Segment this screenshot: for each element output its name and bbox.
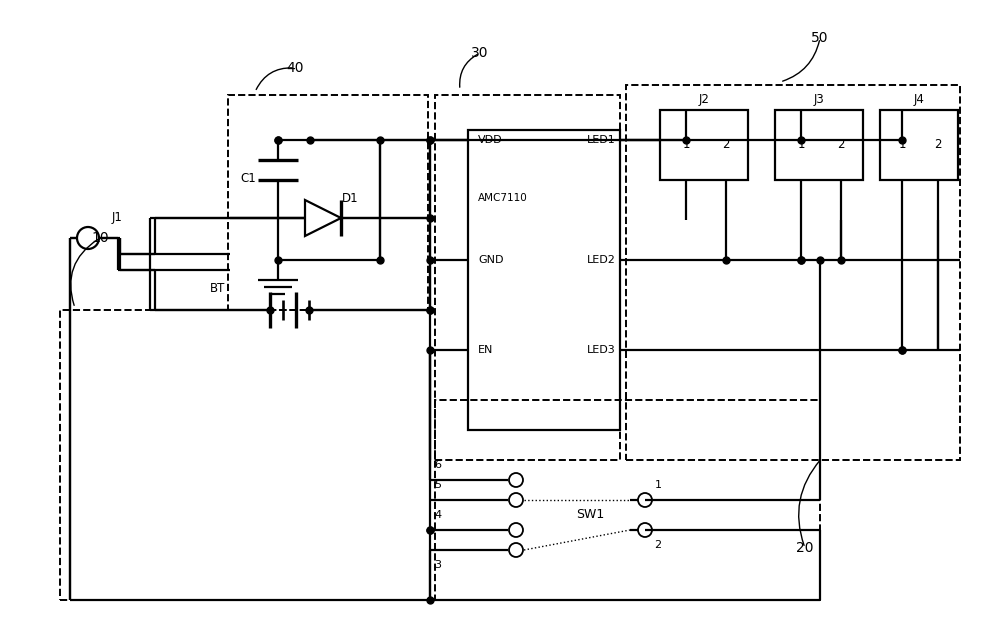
Text: GND: GND [478,255,504,265]
Text: J4: J4 [914,94,924,107]
Bar [660,110,748,180]
Text: 4: 4 [434,510,442,520]
Text: 30: 30 [471,46,489,60]
Text: 6: 6 [434,460,442,470]
Text: VDD: VDD [478,135,503,145]
Text: LED2: LED2 [587,255,616,265]
Text: 20: 20 [796,541,814,555]
Bar [435,400,820,600]
Text: BT: BT [210,281,226,295]
Bar [468,130,620,430]
Text: EN: EN [478,345,493,355]
Text: J1: J1 [112,212,123,224]
Bar [626,85,960,460]
Text: 10: 10 [91,231,109,245]
Text: J2: J2 [699,94,709,107]
Text: 1: 1 [682,139,690,151]
Text: 1: 1 [654,480,662,490]
Text: 50: 50 [811,31,829,45]
Bar [775,110,863,180]
Text: LED1: LED1 [587,135,616,145]
Text: 1: 1 [797,139,805,151]
Bar [880,110,958,180]
Text: J3: J3 [814,94,824,107]
Bar [60,310,430,600]
Text: D1: D1 [342,192,358,205]
Text: 2: 2 [934,139,942,151]
Text: 2: 2 [837,139,845,151]
Text: 40: 40 [286,61,304,75]
Text: SW1: SW1 [576,509,604,521]
Bar [228,95,428,310]
Text: 1: 1 [898,139,906,151]
Text: C1: C1 [240,171,256,185]
Text: 2: 2 [654,540,662,550]
Text: 3: 3 [434,560,442,570]
Text: 2: 2 [722,139,730,151]
Text: 5: 5 [434,480,442,490]
Text: AMC7110: AMC7110 [478,193,528,203]
Text: LED3: LED3 [587,345,616,355]
Bar [435,95,620,460]
